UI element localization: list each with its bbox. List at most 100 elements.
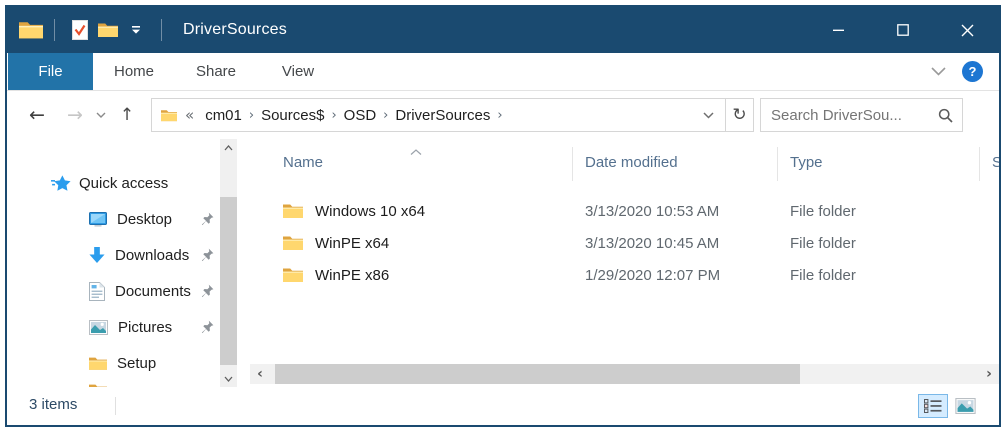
qat-separator	[161, 19, 162, 41]
search-input[interactable]	[761, 106, 938, 124]
quick-access-star-icon	[51, 174, 71, 191]
sidebar-scrollbar[interactable]	[220, 139, 237, 387]
breadcrumb-overflow[interactable]: «	[185, 106, 195, 124]
file-date-modified: 3/13/2020 10:53 AM	[585, 202, 720, 220]
sidebar-item-label: Desktop	[117, 210, 173, 228]
chevron-down-icon	[96, 112, 106, 118]
picture-icon	[89, 319, 108, 335]
chevron-up-icon	[224, 144, 233, 150]
file-rows: Windows 10 x64 3/13/2020 10:53 AM File f…	[250, 195, 999, 291]
breadcrumb-sources[interactable]: Sources$	[261, 106, 325, 124]
pin-icon	[201, 320, 214, 334]
tab-share[interactable]: Share	[195, 63, 237, 80]
status-separator	[115, 397, 116, 415]
pin-icon	[201, 248, 214, 262]
breadcrumb-driversources[interactable]: DriverSources	[395, 106, 491, 124]
qat-new-folder-button[interactable]	[94, 15, 122, 45]
horizontal-scrollbar-thumb[interactable]	[275, 364, 800, 384]
up-button[interactable]: ↑	[119, 105, 135, 125]
explorer-window: DriverSources File Home Share View ? ←	[5, 5, 1001, 427]
column-header-date-modified[interactable]: Date modified	[573, 147, 778, 181]
close-button[interactable]	[935, 7, 999, 53]
folder-icon	[283, 204, 303, 218]
details-view-button[interactable]	[918, 394, 948, 418]
search-box	[760, 98, 963, 132]
expand-ribbon-chevron-icon[interactable]	[931, 67, 946, 76]
folder-icon	[89, 357, 107, 370]
breadcrumb-chevron-icon[interactable]: ›	[248, 107, 255, 123]
breadcrumb-chevron-icon[interactable]: ›	[331, 107, 337, 123]
chevron-down-icon	[224, 376, 233, 382]
file-row-winpe-x64[interactable]: WinPE x64 3/13/2020 10:45 AM File folder	[250, 227, 999, 259]
file-row-windows-10-x64[interactable]: Windows 10 x64 3/13/2020 10:53 AM File f…	[250, 195, 999, 227]
file-type: File folder	[790, 234, 856, 252]
sidebar-item-setup[interactable]: Setup	[7, 345, 220, 381]
clipped-folder-icon	[89, 384, 107, 387]
sidebar-item-label: Pictures	[118, 318, 173, 336]
scroll-up-button[interactable]	[220, 139, 237, 156]
sidebar-item-downloads[interactable]: Downloads	[7, 237, 220, 273]
file-name: WinPE x64	[315, 234, 390, 252]
ribbon-tab-bar: File Home Share View ?	[7, 53, 999, 91]
refresh-button[interactable]: ↻	[726, 98, 754, 132]
folder-icon	[283, 236, 303, 250]
horizontal-scrollbar[interactable]: ‹ ›	[250, 364, 999, 384]
sidebar-item-label: Quick access	[79, 174, 169, 192]
address-bar[interactable]: « cm01 › Sources$ › OSD › DriverSources …	[151, 98, 726, 132]
sort-ascending-icon	[410, 149, 422, 155]
downloads-icon	[89, 246, 105, 263]
window-title: DriverSources	[183, 21, 287, 38]
scroll-down-button[interactable]	[220, 370, 237, 387]
address-dropdown-button[interactable]	[703, 106, 714, 124]
sidebar-item-pictures[interactable]: Pictures	[7, 309, 220, 345]
file-list: Name Date modified Type Size Windows 10 …	[250, 139, 999, 387]
breadcrumb-osd[interactable]: OSD	[343, 106, 377, 124]
qat-customize-button[interactable]	[122, 15, 150, 45]
tab-view[interactable]: View	[281, 63, 315, 80]
main-area: Quick access Desktop Downloads	[7, 139, 999, 387]
file-type: File folder	[790, 202, 856, 220]
back-button[interactable]: ←	[29, 104, 45, 126]
column-headers: Name Date modified Type Size	[250, 147, 999, 181]
column-header-name[interactable]: Name	[250, 147, 573, 181]
tab-file[interactable]: File	[8, 53, 93, 90]
desktop-icon	[89, 211, 107, 226]
close-icon	[961, 24, 973, 36]
scroll-left-button[interactable]: ‹	[257, 366, 263, 382]
sidebar-item-documents[interactable]: Documents	[7, 273, 220, 309]
scroll-right-button[interactable]: ›	[986, 366, 992, 382]
sidebar-item-label: Downloads	[115, 246, 190, 264]
file-type: File folder	[790, 266, 856, 284]
breadcrumb-cm01[interactable]: cm01	[205, 106, 242, 124]
file-date-modified: 1/29/2020 12:07 PM	[585, 266, 721, 284]
column-header-size[interactable]: Size	[992, 154, 999, 171]
chevron-down-icon	[703, 112, 714, 119]
sidebar-scrollbar-thumb[interactable]	[220, 197, 237, 365]
maximize-button[interactable]	[871, 7, 935, 53]
item-count: 3 items	[29, 396, 78, 413]
status-bar: 3 items	[7, 387, 999, 425]
qat-properties-button[interactable]	[66, 15, 94, 45]
breadcrumb-chevron-icon[interactable]: ›	[497, 107, 503, 123]
window-folder-icon	[19, 22, 43, 39]
sidebar-item-label: Documents	[115, 282, 191, 300]
search-icon[interactable]	[938, 108, 953, 123]
forward-button[interactable]: →	[67, 104, 83, 126]
title-bar: DriverSources	[7, 7, 999, 53]
sidebar-item-quick-access[interactable]: Quick access	[7, 165, 220, 201]
sidebar-item-desktop[interactable]: Desktop	[7, 201, 220, 237]
file-row-winpe-x86[interactable]: WinPE x86 1/29/2020 12:07 PM File folder	[250, 259, 999, 291]
navigation-pane: Quick access Desktop Downloads	[7, 139, 220, 387]
column-header-type[interactable]: Type	[778, 147, 980, 181]
thumbnail-view-icon	[954, 398, 976, 414]
details-view-icon	[924, 399, 942, 413]
help-button[interactable]: ?	[962, 61, 983, 82]
recent-locations-button[interactable]	[95, 112, 107, 118]
breadcrumb-chevron-icon[interactable]: ›	[383, 107, 389, 123]
minimize-button[interactable]	[807, 7, 871, 53]
tab-home[interactable]: Home	[113, 63, 154, 80]
address-folder-icon	[161, 109, 177, 121]
address-bar-row: ← → ↑ « cm01 › Sources$ › OSD › DriverSo…	[7, 91, 999, 139]
large-icons-view-button[interactable]	[950, 394, 980, 418]
toolbar-dropdown-icon	[132, 26, 140, 34]
